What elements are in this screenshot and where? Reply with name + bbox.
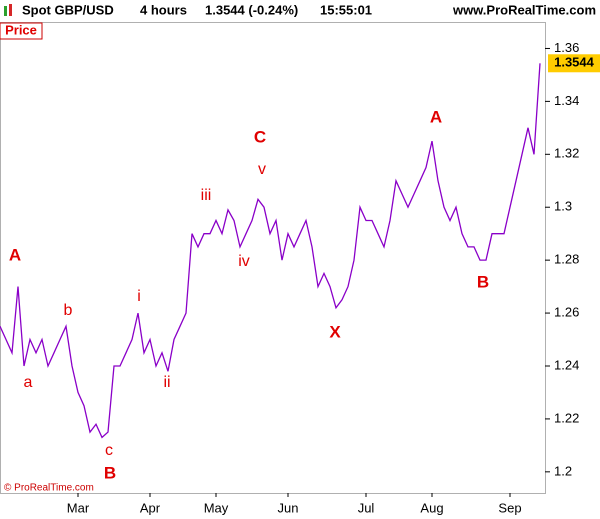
wave-label: a: [24, 374, 33, 391]
wave-label: X: [329, 322, 341, 341]
wave-label: C: [254, 127, 266, 146]
time: 15:55:01: [320, 2, 372, 17]
copyright: © ProRealTime.com: [4, 483, 94, 494]
y-tick-label: 1.26: [554, 305, 579, 320]
wave-label: A: [430, 107, 442, 126]
x-tick-label: Mar: [67, 500, 90, 515]
y-tick-label: 1.32: [554, 146, 579, 161]
last-price-label: 1.3544: [554, 55, 595, 70]
x-tick-label: Jun: [278, 500, 299, 515]
x-tick-label: Sep: [498, 500, 521, 515]
quote: 1.3544 (-0.24%): [205, 2, 298, 17]
timeframe: 4 hours: [140, 2, 187, 17]
wave-label: c: [105, 442, 113, 459]
wave-label: ii: [163, 374, 170, 391]
wave-label: v: [258, 161, 266, 178]
last-price-box: [548, 54, 600, 73]
y-tick-label: 1.2: [554, 463, 572, 478]
source: www.ProRealTime.com: [452, 2, 596, 17]
wave-label: iii: [201, 187, 212, 204]
x-tick-label: Jul: [358, 500, 375, 515]
y-tick-label: 1.22: [554, 410, 579, 425]
wave-label: A: [9, 245, 21, 264]
y-tick-label: 1.24: [554, 357, 579, 372]
panel-label: Price: [5, 22, 37, 37]
wave-label: iv: [238, 253, 250, 270]
x-tick-label: Apr: [140, 500, 161, 515]
wave-label: B: [477, 272, 489, 291]
y-tick-label: 1.3: [554, 199, 572, 214]
y-tick-label: 1.34: [554, 93, 579, 108]
y-tick-label: 1.28: [554, 252, 579, 267]
x-tick-label: May: [204, 500, 229, 515]
wave-label: b: [64, 302, 73, 319]
panel-label-box: [0, 22, 43, 40]
plot-frame: [0, 22, 546, 494]
title: Spot GBP/USD: [22, 2, 114, 17]
x-tick-label: Aug: [420, 500, 443, 515]
wave-label: B: [104, 463, 116, 482]
price-line: [0, 63, 541, 439]
wave-label: i: [137, 288, 141, 305]
app-icon: [4, 4, 12, 16]
y-tick-label: 1.36: [554, 40, 579, 55]
